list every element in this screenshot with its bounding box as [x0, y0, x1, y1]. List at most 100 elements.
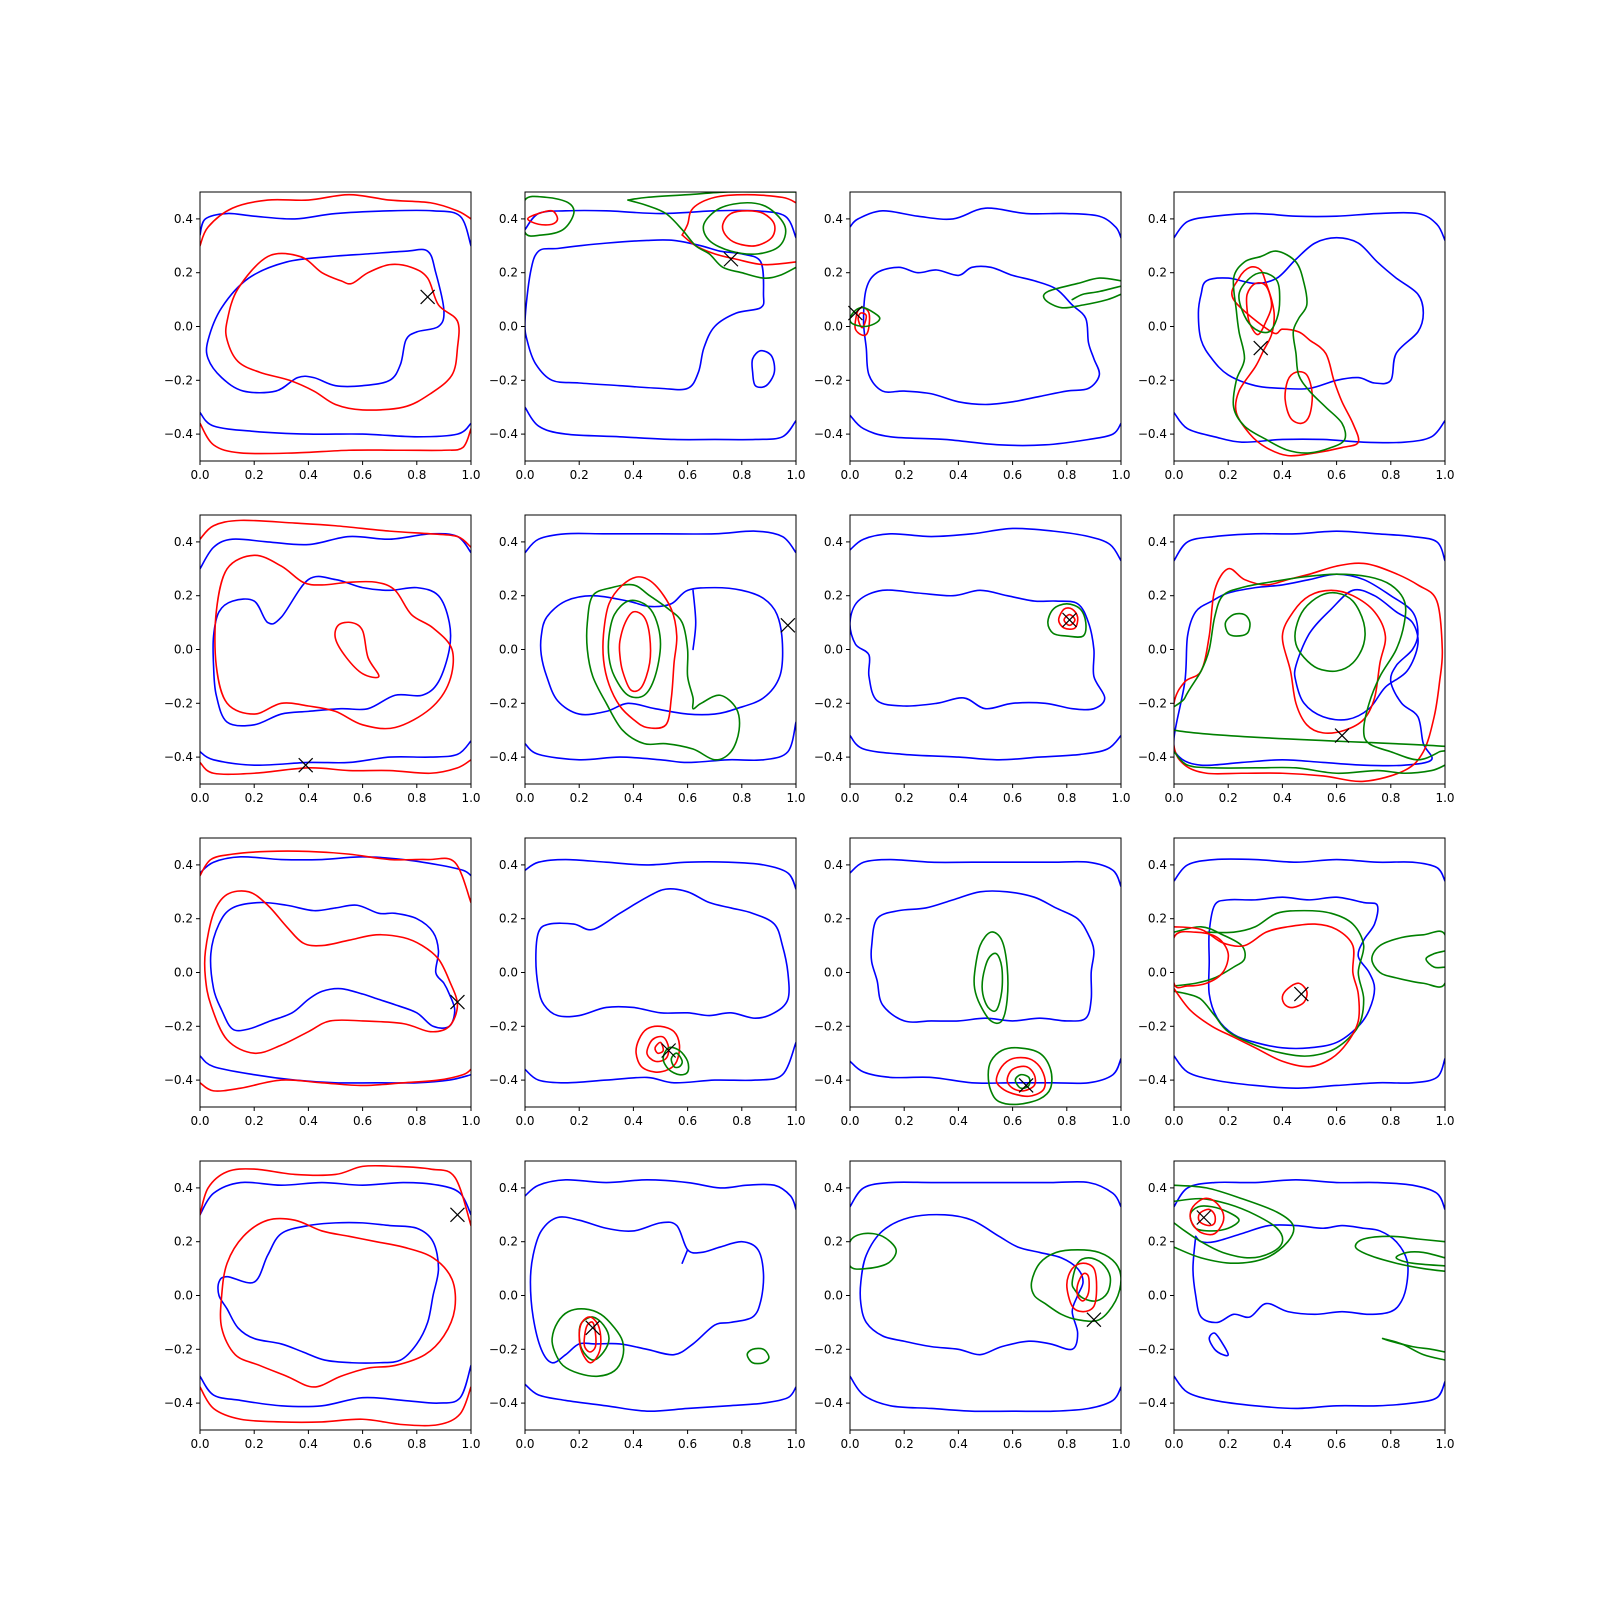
green-contour-line	[525, 195, 575, 237]
y-tick-label: 0.0	[499, 643, 518, 657]
contour-lines	[525, 530, 796, 764]
y-tick-label: −0.4	[164, 750, 193, 764]
x-tick-label: 1.0	[1111, 468, 1130, 482]
y-tick-label: −0.4	[814, 427, 843, 441]
red-contour-line	[1076, 1272, 1090, 1302]
subplot-grid: 0.0 0.2 0.4 0.6 0.8 1.0−0.4−0.20.00.20.40.0 0.…	[164, 191, 1455, 1451]
blue-contour-line	[681, 1248, 689, 1265]
x-tick-label: 1.0	[1111, 791, 1130, 805]
y-tick-label: 0.0	[499, 1289, 518, 1303]
blue-contour-line	[209, 901, 456, 1032]
blue-contour-line	[1293, 588, 1419, 721]
x-tick-label: 0.6	[678, 791, 697, 805]
green-contour-line	[1238, 271, 1281, 334]
red-contour-line	[1006, 1065, 1037, 1092]
y-tick-label: −0.4	[164, 427, 193, 441]
subplot-7: 0.0 0.2 0.4 0.6 0.8 1.0 −0.4 −0.2 0.0 0.2 0.4	[814, 514, 1131, 805]
y-tick-label: −0.4	[164, 1073, 193, 1087]
x-marker	[1086, 1312, 1102, 1328]
blue-contour-line	[1174, 211, 1445, 242]
y-tick-label: 0.4	[174, 212, 193, 226]
x-tick-label: 0.6	[1003, 791, 1022, 805]
green-contour-line	[1294, 591, 1366, 673]
green-contour-line	[1174, 1184, 1295, 1265]
x-marker	[450, 1207, 465, 1223]
x-tick-label: 0.0	[515, 1437, 534, 1451]
blue-contour-line	[1174, 573, 1433, 767]
subplot-2: 0.0 0.2 0.4 0.6 0.8 1.0 −0.4 −0.2 0.0 0.2 0.4	[489, 191, 806, 482]
x-tick-label: 0.0	[1164, 1114, 1183, 1128]
green-contour-line	[746, 1347, 770, 1365]
blue-contour-line	[525, 721, 796, 764]
x-tick-label: 0.8	[1057, 1114, 1076, 1128]
x-tick-label: 1.0	[786, 468, 805, 482]
y-tick-label: 0.4	[499, 1181, 518, 1195]
contour-lines	[200, 1164, 471, 1427]
y-tick-label: −0.2	[489, 1019, 518, 1033]
x-tick-label: 0.0	[515, 1114, 534, 1128]
y-tick-label: −0.4	[164, 1396, 193, 1410]
y-tick-label: 0.0	[174, 320, 193, 334]
subplot-6: 0.0 0.2 0.4 0.6 0.8 1.0 −0.4 −0.2 0.0 0.2 0.4	[489, 514, 806, 805]
y-tick-label: 0.0	[174, 1289, 193, 1303]
x-marker	[450, 994, 465, 1010]
x-marker-stroke	[1018, 1078, 1034, 1093]
blue-contour-line	[200, 855, 471, 877]
blue-contour-line	[1174, 858, 1445, 882]
blue-contour-line	[870, 890, 1095, 1023]
contour-lines	[200, 519, 471, 776]
y-tick-label: 0.4	[1148, 212, 1167, 226]
blue-contour-line	[850, 1375, 1121, 1413]
x-tick-label: 0.8	[1381, 791, 1400, 805]
y-tick-label: 0.2	[174, 912, 193, 926]
x-tick-label: 0.6	[1327, 1437, 1346, 1451]
blue-contour-line	[751, 349, 776, 389]
x-marker	[1018, 1078, 1034, 1093]
contour-lines	[525, 1179, 796, 1413]
x-marker	[1062, 612, 1077, 628]
green-contour-line	[850, 1232, 897, 1270]
x-tick-label: 1.0	[1435, 468, 1454, 482]
y-tick-label: 0.2	[499, 266, 518, 280]
x-tick-label: 0.4	[624, 791, 643, 805]
blue-contour-line	[525, 1383, 796, 1413]
blue-contour-line	[1174, 1375, 1445, 1410]
x-marker	[661, 1043, 677, 1058]
x-tick-label: 0.8	[732, 468, 751, 482]
red-contour-line	[200, 422, 471, 455]
blue-contour-line	[850, 414, 1121, 447]
y-tick-label: −0.2	[814, 373, 843, 387]
blue-contour-line	[850, 1180, 1121, 1208]
green-contour-line	[981, 952, 1004, 1013]
green-contour-line	[702, 201, 787, 255]
x-marker	[420, 289, 436, 305]
x-tick-label: 0.8	[732, 1437, 751, 1451]
x-tick-label: 0.0	[840, 791, 859, 805]
red-contour-line	[1174, 930, 1230, 989]
x-tick-label: 0.4	[299, 1114, 318, 1128]
x-tick-label: 0.2	[895, 468, 914, 482]
x-tick-label: 0.6	[678, 1437, 697, 1451]
x-tick-label: 0.2	[1219, 1437, 1238, 1451]
subplot-11: 0.0 0.2 0.4 0.6 0.8 1.0 −0.4 −0.2 0.0 0.2 0.4	[814, 837, 1131, 1128]
x-tick-label: 0.4	[1273, 791, 1292, 805]
green-contour-line	[1232, 250, 1347, 454]
contour-lines	[1174, 211, 1445, 457]
x-tick-label: 0.2	[245, 1114, 264, 1128]
blue-contour-line	[692, 589, 697, 651]
green-contour-line	[551, 1308, 625, 1378]
x-tick-label: 1.0	[461, 468, 480, 482]
blue-contour-line	[212, 575, 452, 727]
red-contour-line	[200, 1068, 471, 1092]
y-tick-label: 0.4	[824, 858, 843, 872]
green-contour-line	[1047, 602, 1087, 638]
x-tick-label: 1.0	[1111, 1114, 1130, 1128]
x-tick-label: 0.0	[1164, 791, 1183, 805]
x-tick-label: 1.0	[786, 1437, 805, 1451]
x-tick-label: 0.2	[1219, 791, 1238, 805]
green-contour-line	[1425, 950, 1445, 969]
red-contour-line	[654, 1041, 665, 1055]
blue-contour-line	[850, 207, 1121, 239]
x-marker-stroke	[723, 251, 739, 267]
